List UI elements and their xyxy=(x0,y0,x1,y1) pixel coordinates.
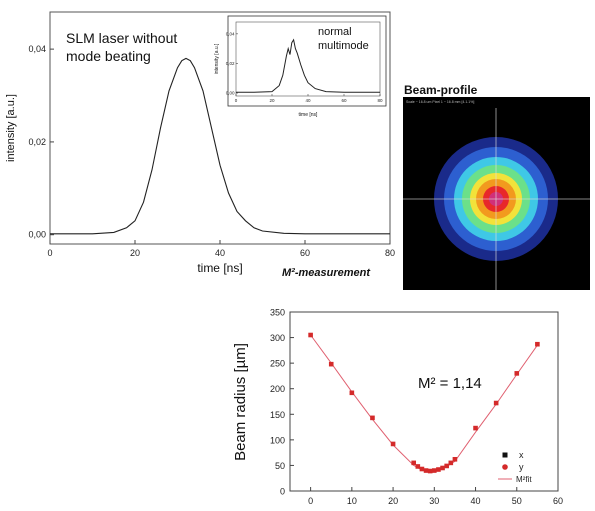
m2-annotation: M² = 1,14 xyxy=(418,375,482,392)
m2-data-point-y xyxy=(423,468,429,473)
m2-y-axis-label: Beam radius [µm] xyxy=(232,343,249,461)
m2-y-tick-label: 250 xyxy=(270,359,285,369)
slm-x-tick-label: 40 xyxy=(215,248,225,258)
legend-y-marker xyxy=(502,464,508,470)
m2-x-tick-label: 20 xyxy=(388,496,398,506)
m2-y-tick-label: 150 xyxy=(270,410,285,420)
m2-x-tick-label: 10 xyxy=(347,496,357,506)
multimode-inset-chart: 0 20 40 60 80 0,00 0,02 0,04 normal multimode t… xyxy=(214,15,387,118)
slm-x-tick-label: 80 xyxy=(385,248,395,258)
m2-data-point-y xyxy=(308,332,313,338)
inset-y-tick-label: 0,04 xyxy=(226,31,235,36)
m2-data-point-y xyxy=(370,415,375,421)
inset-x-axis-label: time [ns] xyxy=(299,112,319,118)
m2-x-tick-label: 0 xyxy=(308,496,313,506)
m2-y-tick-label: 100 xyxy=(270,435,285,445)
m2-data-point-y xyxy=(444,463,449,469)
m2-data-point-y xyxy=(493,400,499,406)
m2-y-tick-label: 50 xyxy=(275,461,285,471)
m2-data-point-y xyxy=(390,441,396,447)
m2-measurement-chart: M²-measurement 0 10 20 30 40 50 60 0 50 100 150 200… xyxy=(232,267,563,506)
inset-chart-background xyxy=(227,15,387,107)
m2-y-tick-label: 0 xyxy=(280,487,285,497)
slm-x-tick-label: 0 xyxy=(47,248,52,258)
m2-data-point-y xyxy=(473,425,478,431)
slm-pulse-series-line xyxy=(50,57,390,235)
inset-x-tick-label: 20 xyxy=(269,98,275,103)
slm-annotation-line1: SLM laser without xyxy=(66,30,177,46)
m2-data-point-y xyxy=(535,341,540,347)
m2-data-point-y xyxy=(436,467,441,472)
m2-data-point-y xyxy=(514,371,520,376)
beam-profile-title: Beam-profile xyxy=(404,83,478,97)
m2-chart-title: M²-measurement xyxy=(282,267,371,279)
slm-annotation-line2: mode beating xyxy=(66,48,151,64)
legend-x-marker xyxy=(502,452,508,458)
m2-data-point-y xyxy=(432,468,437,473)
inset-y-axis-label: intensity [a.u.] xyxy=(214,43,220,74)
m2-x-tick-label: 40 xyxy=(471,496,481,506)
m2-y-tick-label: 300 xyxy=(270,333,285,343)
m2-data-point-y xyxy=(349,390,355,396)
m2-legend: xy M²fit xyxy=(498,450,532,484)
m2-data-point-y xyxy=(427,468,433,474)
inset-y-tick-label: 0,02 xyxy=(226,61,235,66)
slm-x-axis-label: time [ns] xyxy=(197,261,242,275)
legend-y-label: y xyxy=(519,462,524,472)
beam-profile-panel: Beam-profile Scale ~ 16.8 um Pixel 1 ~ 1… xyxy=(403,83,590,290)
m2-data-point-y xyxy=(411,460,416,466)
m2-data-point-y xyxy=(452,456,458,462)
slm-y-tick-label: 0,02 xyxy=(28,137,46,147)
m2-data-point-y xyxy=(419,466,425,472)
inset-x-tick-label: 0 xyxy=(235,98,238,103)
inset-x-tick-label: 40 xyxy=(305,98,311,103)
slm-y-tick-label: 0,04 xyxy=(28,44,46,54)
m2-data-point-y xyxy=(448,460,454,466)
legend-x-label: x xyxy=(519,450,524,460)
inset-x-tick-label: 60 xyxy=(341,98,347,103)
inset-y-tick-label: 0,00 xyxy=(226,91,235,96)
inset-annotation-line2: multimode xyxy=(318,40,369,52)
beam-profile-header-text: Scale ~ 16.8 um Pixel 1 ~ 16.8 mm [4.1.1… xyxy=(406,100,474,104)
m2-y-tick-label: 200 xyxy=(270,384,285,394)
inset-annotation-line1: normal xyxy=(318,26,352,38)
legend-fit-label: M²fit xyxy=(516,475,532,484)
inset-multimode-series-line xyxy=(236,38,380,93)
m2-data-point-y xyxy=(415,464,421,469)
slm-y-tick-label: 0,00 xyxy=(28,230,46,240)
slm-x-tick-label: 20 xyxy=(130,248,140,258)
m2-x-tick-label: 60 xyxy=(553,496,563,506)
inset-x-tick-label: 80 xyxy=(377,98,383,103)
m2-data-point-y xyxy=(440,465,445,471)
slm-y-axis-label: intensity [a.u.] xyxy=(5,94,17,162)
m2-y-tick-label: 350 xyxy=(270,308,285,318)
m2-x-tick-label: 50 xyxy=(512,496,522,506)
m2-chart-frame xyxy=(289,311,559,492)
m2-x-tick-label: 30 xyxy=(429,496,439,506)
m2-data-point-y xyxy=(328,361,334,367)
slm-x-tick-label: 60 xyxy=(300,248,310,258)
